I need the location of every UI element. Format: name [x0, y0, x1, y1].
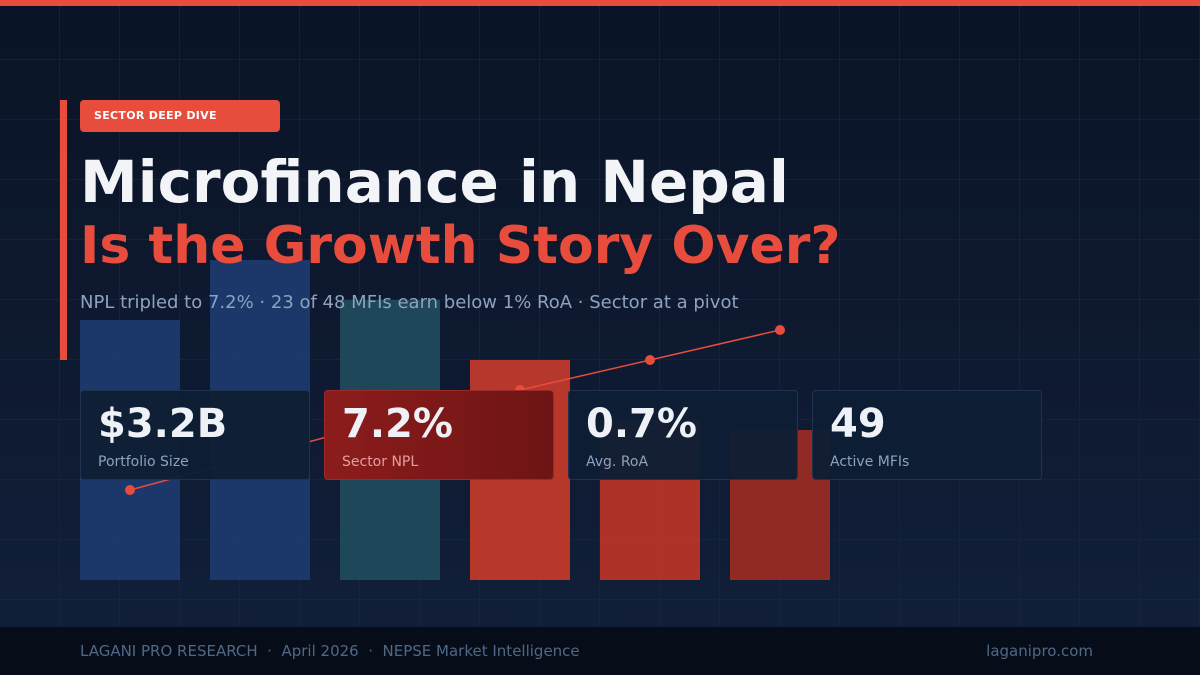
description: NPL tripled to 7.2% · 23 of 48 MFIs earn…	[80, 292, 739, 313]
footer-link[interactable]: laganipro.com	[986, 642, 1093, 660]
stat-card: 7.2% Sector NPL	[324, 390, 554, 480]
decor-dot	[645, 355, 655, 365]
title: Microfinance in Nepal	[80, 148, 789, 216]
stat-label: Portfolio Size	[98, 454, 189, 470]
stat-value: $3.2B	[98, 401, 228, 447]
stat-value: 7.2%	[342, 401, 453, 447]
stat-value: 49	[830, 401, 886, 447]
decor-dot	[125, 485, 135, 495]
stat-label: Active MFIs	[830, 454, 910, 470]
decor-dot	[775, 325, 785, 335]
stat-card: 49 Active MFIs	[812, 390, 1042, 480]
subtitle: Is the Growth Story Over?	[80, 216, 841, 276]
stat-card: $3.2B Portfolio Size	[80, 390, 310, 480]
stat-label: Sector NPL	[342, 454, 419, 470]
footer-left: LAGANI PRO RESEARCH · April 2026 · NEPSE…	[80, 642, 580, 660]
top-strip	[0, 0, 1200, 6]
accent-bar	[60, 100, 67, 360]
footer: LAGANI PRO RESEARCH · April 2026 · NEPSE…	[0, 627, 1200, 675]
tag: SECTOR DEEP DIVE	[80, 100, 280, 132]
stat-label: Avg. RoA	[586, 454, 649, 470]
stat-card: 0.7% Avg. RoA	[568, 390, 798, 480]
stat-value: 0.7%	[586, 401, 697, 447]
